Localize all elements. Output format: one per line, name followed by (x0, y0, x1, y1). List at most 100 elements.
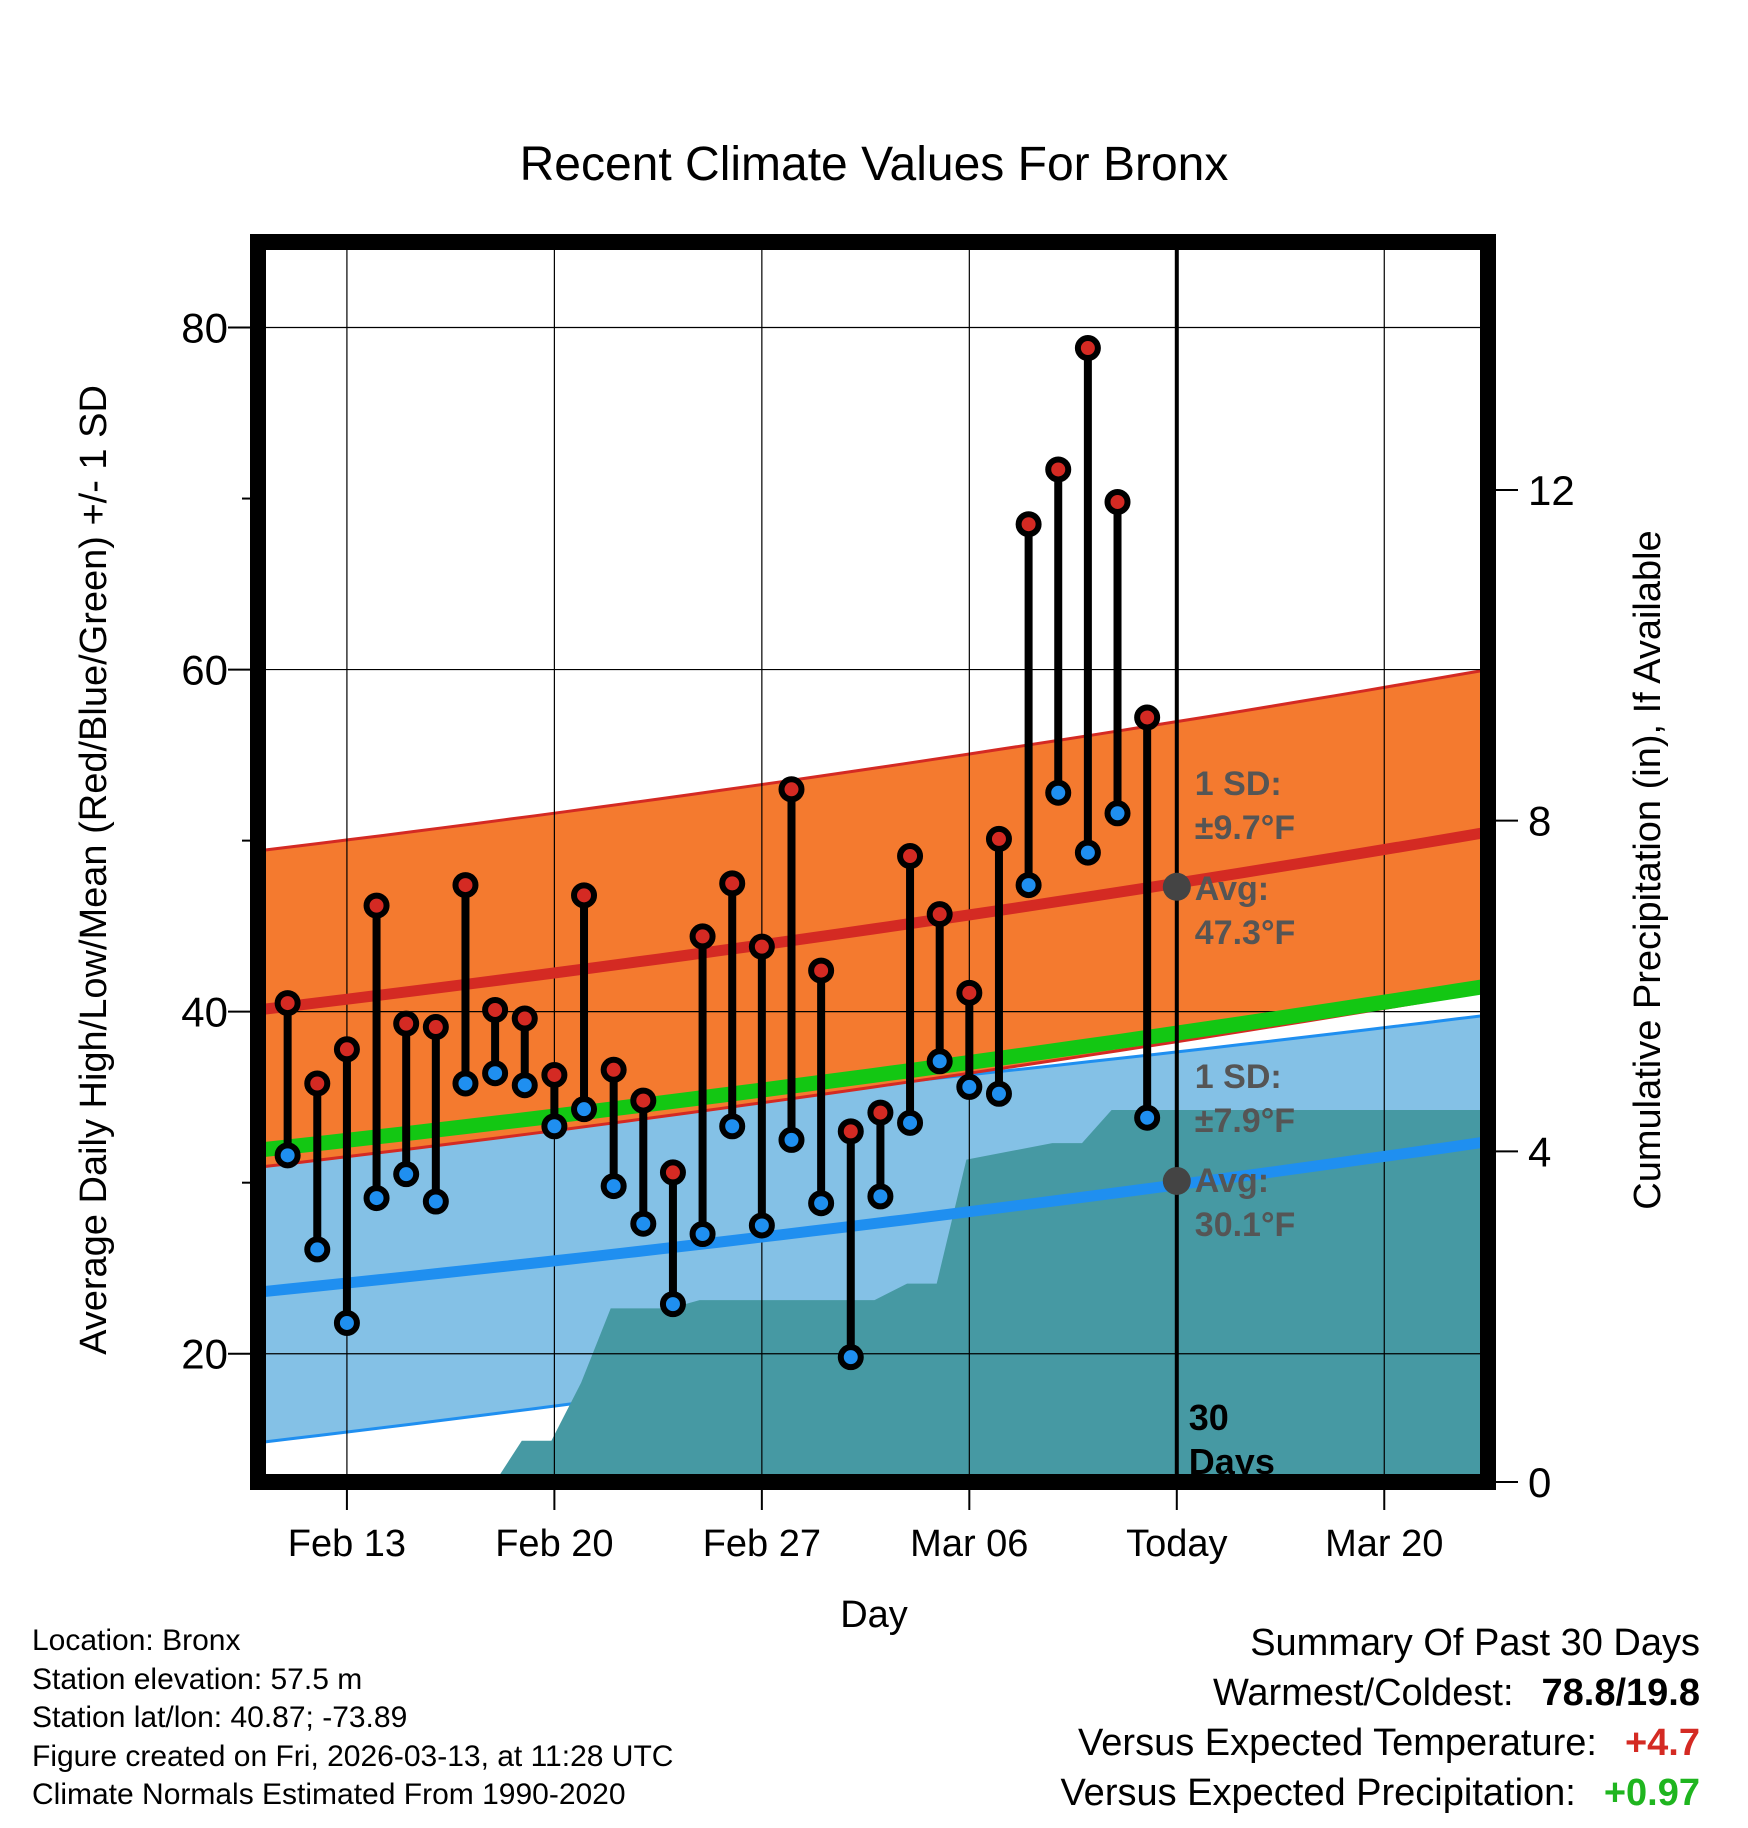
low-point (630, 1210, 657, 1237)
temp-value: +4.7 (1624, 1722, 1700, 1764)
y-tick-label: 20 (181, 1331, 228, 1378)
low-point (926, 1048, 953, 1075)
high-point (1045, 456, 1072, 483)
high-avg-label-0: Avg: (1195, 870, 1269, 908)
low-point (333, 1309, 360, 1336)
x-axis-label: Day (840, 1594, 908, 1636)
high-point (956, 979, 983, 1006)
x-tick-label: Mar 06 (910, 1523, 1028, 1565)
warm-cold-value: 78.8/19.8 (1541, 1672, 1700, 1714)
y-axis-label: Average Daily High/Low/Mean (Red/Blue/Gr… (73, 385, 115, 1355)
station-info: Location: Bronx Station elevation: 57.5 … (32, 1622, 673, 1815)
low-point (985, 1080, 1012, 1107)
low-sd-label-1: ±7.9°F (1195, 1102, 1295, 1140)
x-tick-label: Feb 27 (703, 1523, 821, 1565)
precip-area (495, 1110, 1489, 1482)
high-point (1104, 488, 1131, 515)
window-label-number: 30 (1189, 1397, 1229, 1438)
created-text: Figure created on Fri, 2026-03-13, at 11… (32, 1739, 674, 1773)
low-point (748, 1212, 775, 1239)
high-point (630, 1087, 657, 1114)
high-point (659, 1159, 686, 1186)
x-tick-label: Feb 13 (288, 1523, 406, 1565)
low-point (808, 1190, 835, 1217)
low-avg-label-1: 30.1°F (1195, 1206, 1296, 1244)
temp-row: Versus Expected Temperature: +4.7 (1060, 1718, 1700, 1768)
daily-points (274, 335, 1161, 1371)
low-point (571, 1096, 598, 1123)
high-point (1015, 511, 1042, 538)
precip-label: Versus Expected Precipitation: (1060, 1772, 1576, 1814)
high-point (422, 1014, 449, 1041)
high-point (689, 923, 716, 950)
high-point (304, 1070, 331, 1097)
location-text: Location: Bronx (32, 1624, 241, 1657)
high-point (274, 990, 301, 1017)
high-point (452, 872, 479, 899)
y-tick-label: 40 (181, 989, 228, 1036)
low-point (393, 1161, 420, 1188)
high-point (719, 870, 746, 897)
high-avg-label-1: 47.3°F (1195, 914, 1296, 952)
low-point (956, 1073, 983, 1100)
today-low-avg-dot (1162, 1166, 1191, 1195)
y2-tick-label: 12 (1528, 467, 1575, 514)
high-normal-band (258, 669, 1488, 1168)
high-point (985, 825, 1012, 852)
normals-text: Climate Normals Estimated From 1990-2020 (32, 1778, 626, 1811)
low-point (778, 1126, 805, 1153)
low-point (689, 1221, 716, 1247)
low-normal-line (257, 1136, 1489, 1298)
low-point (452, 1070, 479, 1097)
high-point (393, 1010, 420, 1037)
temp-label: Versus Expected Temperature: (1078, 1722, 1597, 1764)
precip-value: +0.97 (1603, 1772, 1700, 1814)
axes: 20 40 60 80 0 4 8 12 Feb 13 Feb 20 Feb 27 Mar 06 Tod… (181, 305, 1574, 1565)
high-point (600, 1056, 627, 1083)
high-point (926, 901, 953, 928)
warm-cold-row: Warmest/Coldest: 78.8/19.8 (1060, 1668, 1700, 1718)
mean-normal-line (257, 978, 1490, 1158)
x-tick-label: Feb 20 (495, 1523, 613, 1565)
low-point (511, 1072, 538, 1099)
y2-tick-label: 8 (1528, 798, 1551, 845)
y-tick-label: 80 (181, 305, 228, 352)
high-point (897, 843, 924, 870)
plot-frame (250, 234, 1496, 1490)
low-sd-label-0: 1 SD: (1195, 1058, 1282, 1096)
low-point (541, 1113, 568, 1140)
summary-panel: Summary Of Past 30 Days Warmest/Coldest:… (1060, 1618, 1700, 1818)
high-point (571, 882, 598, 909)
high-point (1134, 704, 1161, 731)
today-high-avg-dot (1162, 872, 1191, 901)
low-point (1045, 779, 1072, 806)
y2-tick-label: 4 (1528, 1128, 1551, 1175)
low-point (897, 1109, 924, 1136)
high-point (482, 996, 509, 1023)
low-point (719, 1113, 746, 1140)
high-sd-label-1: ±9.7°F (1195, 809, 1295, 847)
low-point (1104, 800, 1131, 827)
low-point (600, 1173, 627, 1200)
low-point (274, 1142, 301, 1169)
high-normal-band-upper-edge (257, 668, 1489, 853)
low-point (363, 1185, 390, 1212)
low-point (659, 1291, 686, 1318)
low-point (837, 1344, 864, 1371)
chart-title: Recent Climate Values For Bronx (520, 138, 1229, 191)
low-point (304, 1236, 331, 1263)
normal-labels: 1 SD: ±9.7°F Avg: 47.3°F 1 SD: ±7.9°F Avg: 30.1… (1195, 765, 1296, 1244)
low-point (1134, 1104, 1161, 1131)
plot-border (250, 234, 1496, 1490)
high-point (511, 1005, 538, 1032)
high-point (748, 933, 775, 960)
low-point (1015, 872, 1042, 899)
x-tick-label: Today (1126, 1523, 1227, 1565)
warm-cold-label: Warmest/Coldest: (1212, 1672, 1514, 1714)
y-tick-label: 60 (181, 647, 228, 694)
high-sd-label-0: 1 SD: (1195, 765, 1282, 803)
high-point (333, 1036, 360, 1063)
high-point (541, 1061, 568, 1088)
high-point (778, 776, 805, 803)
